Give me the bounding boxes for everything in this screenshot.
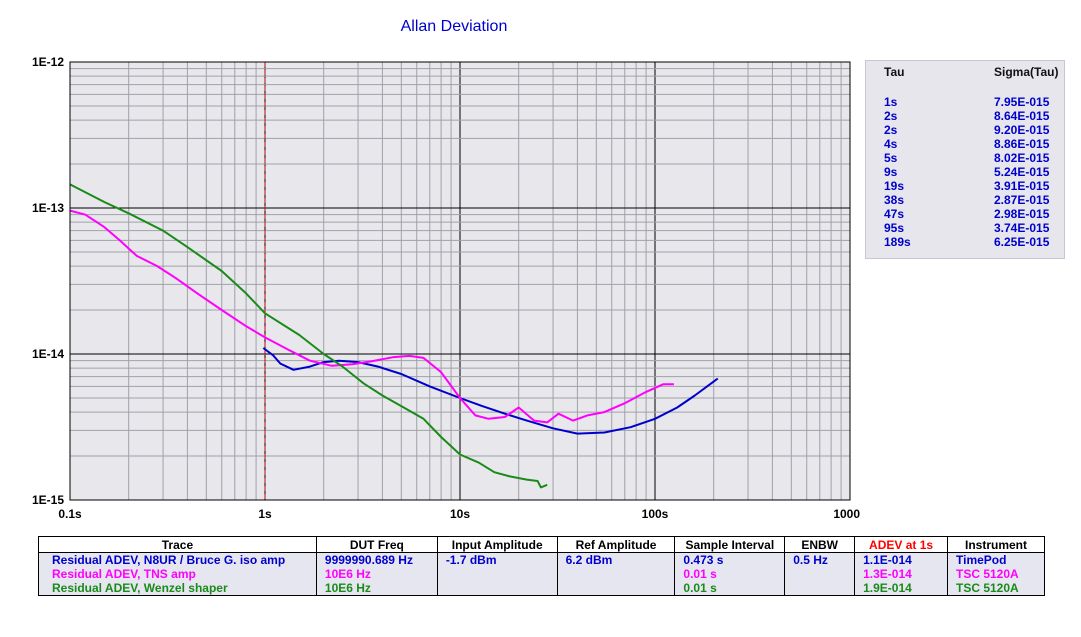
dut-freq: 9999990.689 Hz (315, 552, 438, 567)
tau-value: 2s (884, 109, 898, 123)
instrument: TSC 5120A (947, 567, 1045, 581)
enbw (784, 567, 856, 581)
x-tick-label: 0.1s (58, 507, 82, 521)
tau-row: 47s 2.98E-015 (866, 207, 1064, 221)
col-dut-freq: DUT Freq (315, 536, 438, 553)
tau-value: 4s (884, 137, 898, 151)
adev-at-1s: 1.3E-014 (854, 567, 948, 581)
y-tick-label: 1E-12 (32, 55, 64, 69)
instrument: TimePod (947, 552, 1045, 567)
y-axis-ticks: 1E-12 1E-13 1E-14 1E-15 (32, 55, 64, 507)
tau-row: 38s 2.87E-015 (866, 193, 1064, 207)
tau-value: 38s (884, 193, 905, 207)
adev-plot: 0.1s 1s 10s 100s 1000s 1E-12 1E-13 1E-14 1E-15 (32, 55, 860, 521)
tau-row: 4s 8.86E-015 (866, 137, 1064, 151)
dut-freq: 10E6 Hz (315, 567, 438, 581)
tau-row: 2s 8.64E-015 (866, 109, 1064, 123)
trace-name: Residual ADEV, TNS amp (38, 567, 317, 581)
tau-value: 2s (884, 123, 898, 137)
series-layer (69, 183, 719, 489)
tau-sigma-table: Tau Sigma(Tau) 1s 7.95E-015 2s 8.64E-015 2s 9… (865, 60, 1065, 259)
tau-row: 2s 9.20E-015 (866, 123, 1064, 137)
tau-value: 5s (884, 151, 898, 165)
enbw (784, 581, 856, 596)
tau-header: Tau (884, 65, 905, 79)
sigma-value: 5.24E-015 (994, 165, 1050, 179)
enbw: 0.5 Hz (784, 552, 856, 567)
tau-value: 95s (884, 221, 905, 235)
sigma-value: 2.98E-015 (994, 207, 1050, 221)
trace-row: Residual ADEV, N8UR / Bruce G. iso amp 99… (38, 552, 1045, 567)
trace-row: Residual ADEV, Wenzel shaper 10E6 Hz 0.01 … (38, 581, 1045, 596)
input-amplitude (436, 567, 558, 581)
x-tick-label: 1s (258, 507, 272, 521)
dut-freq: 10E6 Hz (315, 581, 438, 596)
x-axis-ticks: 0.1s 1s 10s 100s 1000s (58, 507, 860, 521)
adev-at-1s: 1.9E-014 (854, 581, 948, 596)
x-tick-label: 10s (450, 507, 470, 521)
col-instrument: Instrument (947, 536, 1045, 553)
sigma-value: 8.86E-015 (994, 137, 1050, 151)
tau-value: 9s (884, 165, 898, 179)
series-line-3 (69, 183, 548, 489)
trace-info-table: Trace DUT Freq Input Amplitude Ref Ampli… (38, 536, 1045, 596)
x-tick-label: 1000s (833, 507, 860, 521)
sample-interval: 0.01 s (674, 581, 786, 596)
chart-title: Allan Deviation (400, 18, 508, 35)
ref-amplitude (556, 581, 676, 596)
input-amplitude: -1.7 dBm (436, 552, 558, 567)
ref-amplitude: 6.2 dBm (556, 552, 676, 567)
sigma-header: Sigma(Tau) (994, 65, 1059, 79)
sigma-value: 2.87E-015 (994, 193, 1050, 207)
x-tick-label: 100s (642, 507, 669, 521)
col-trace: Trace (38, 536, 317, 553)
tau-row: 5s 8.02E-015 (866, 151, 1064, 165)
tau-value: 19s (884, 179, 905, 193)
tau-row: 95s 3.74E-015 (866, 221, 1064, 235)
sigma-value: 8.02E-015 (994, 151, 1050, 165)
tau-value: 47s (884, 207, 905, 221)
sigma-value: 8.64E-015 (994, 109, 1050, 123)
plot-border (69, 61, 851, 501)
trace-row: Residual ADEV, TNS amp 10E6 Hz 0.01 s 1.3E-… (38, 567, 1045, 581)
y-tick-label: 1E-13 (32, 201, 64, 215)
tau-row: 189s 6.25E-015 (866, 235, 1064, 249)
ref-amplitude (556, 567, 676, 581)
col-ref-amplitude: Ref Amplitude (556, 536, 676, 553)
tau-value: 1s (884, 95, 898, 109)
tau-row: 19s 3.91E-015 (866, 179, 1064, 193)
col-adev-at-1s: ADEV at 1s (854, 536, 948, 553)
y-tick-label: 1E-14 (32, 347, 64, 361)
sigma-value: 3.74E-015 (994, 221, 1050, 235)
tau-row: 1s 7.95E-015 (866, 95, 1064, 109)
tau-row: 9s 5.24E-015 (866, 165, 1064, 179)
series-line-2 (69, 209, 674, 424)
sigma-value: 3.91E-015 (994, 179, 1050, 193)
trace-name: Residual ADEV, Wenzel shaper (38, 581, 317, 596)
instrument: TSC 5120A (947, 581, 1045, 596)
input-amplitude (436, 581, 558, 596)
y-tick-label: 1E-15 (32, 493, 64, 507)
sample-interval: 0.01 s (674, 567, 786, 581)
sigma-value: 9.20E-015 (994, 123, 1050, 137)
sigma-value: 6.25E-015 (994, 235, 1050, 249)
col-enbw: ENBW (784, 536, 856, 553)
tau-value: 189s (884, 235, 911, 249)
col-input-amplitude: Input Amplitude (436, 536, 558, 553)
sigma-value: 7.95E-015 (994, 95, 1050, 109)
trace-name: Residual ADEV, N8UR / Bruce G. iso amp (38, 552, 317, 567)
col-sample-interval: Sample Interval (674, 536, 786, 553)
adev-at-1s: 1.1E-014 (854, 552, 948, 567)
sample-interval: 0.473 s (674, 552, 786, 567)
